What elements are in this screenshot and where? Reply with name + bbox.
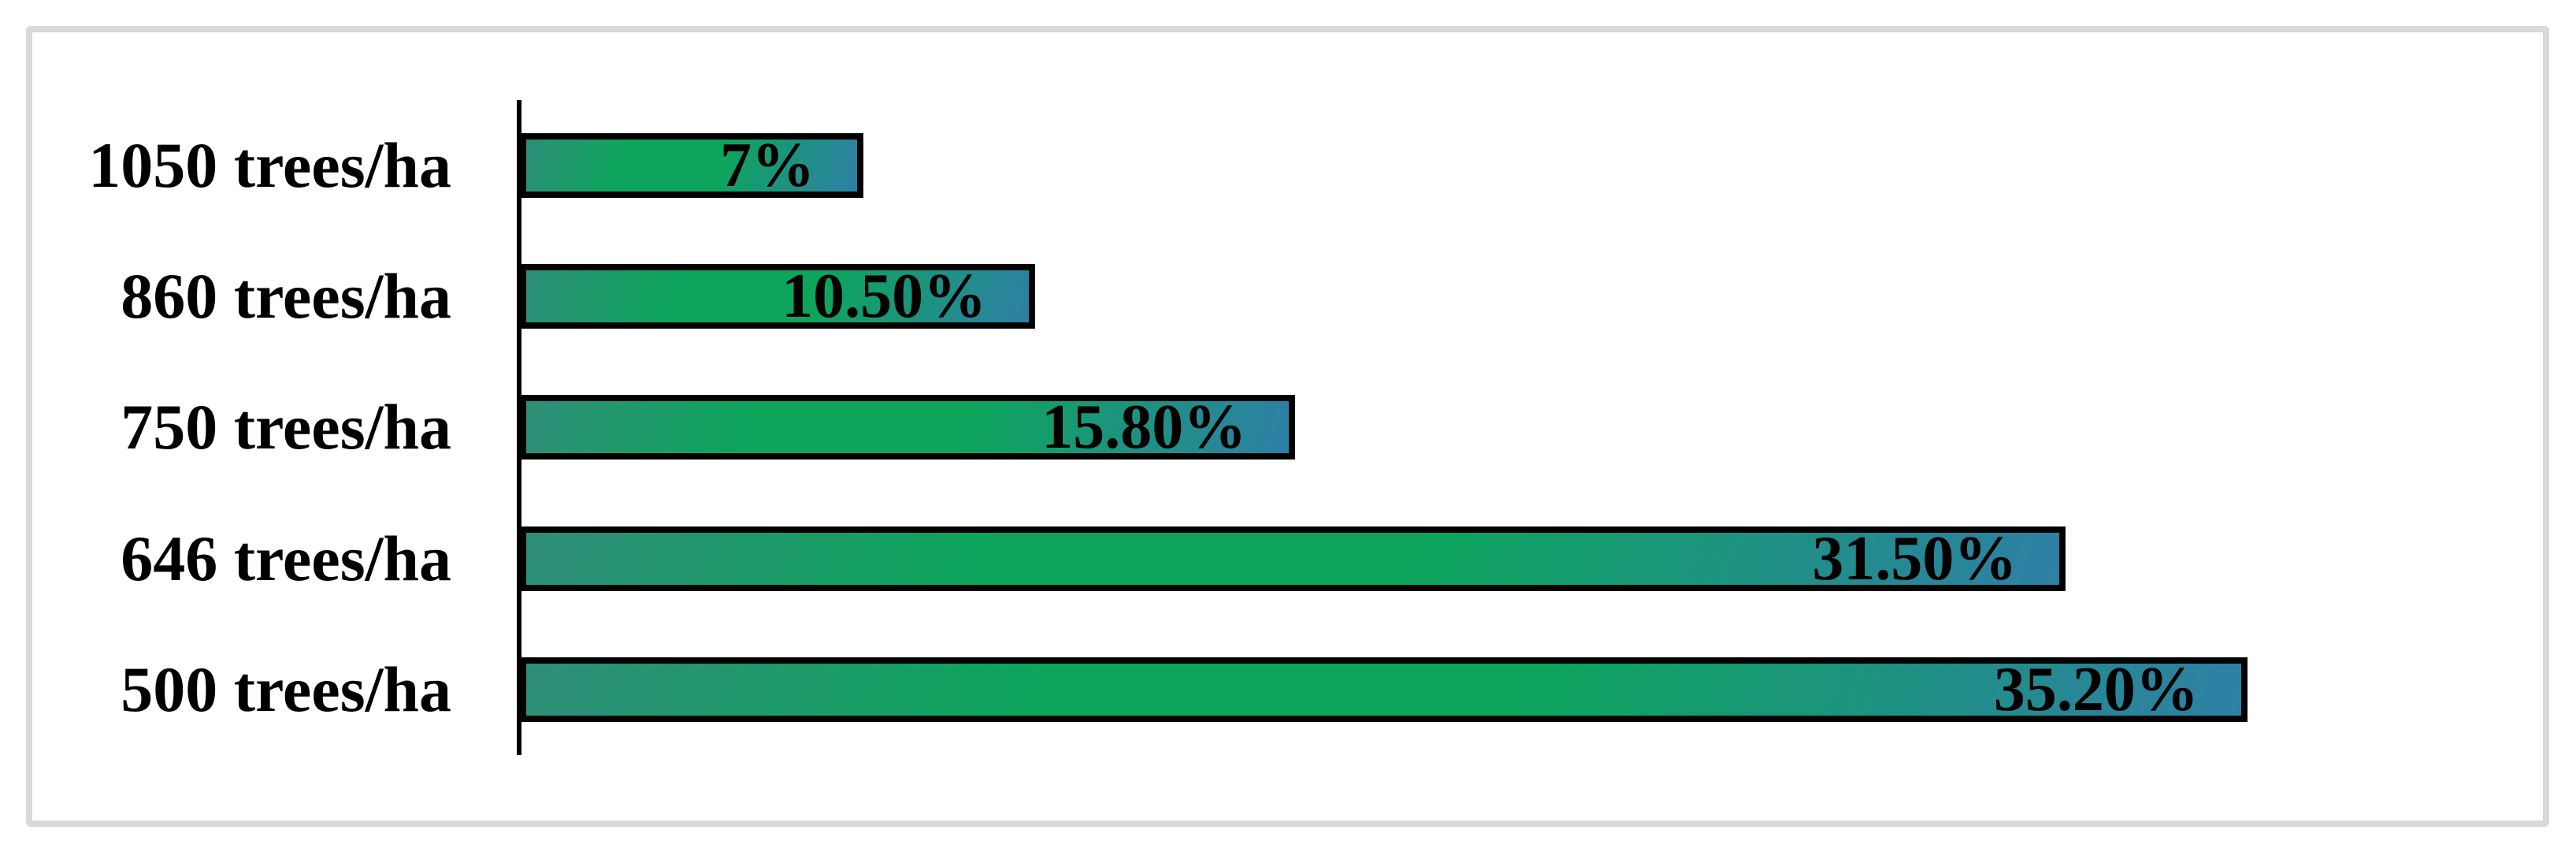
category-label: 646 trees/ha	[121, 522, 451, 594]
chart-row: 860 trees/ha 10.50%	[63, 231, 2549, 362]
data-bar: 7%	[520, 131, 864, 201]
plot-cell: 15.80%	[520, 362, 2549, 493]
bar-value-label: 7%	[720, 131, 815, 201]
bar-value-label: 10.50%	[781, 262, 987, 332]
chart-row: 1050 trees/ha 7%	[63, 100, 2549, 231]
chart-row: 646 trees/ha 31.50%	[63, 493, 2549, 624]
plot-cell: 35.20%	[520, 624, 2549, 755]
bar-value-label: 31.50%	[1812, 523, 2017, 593]
data-bar: 10.50%	[520, 262, 1036, 332]
chart-rows: 1050 trees/ha 7% 860 trees/ha 10.50% 750 tre…	[63, 100, 2549, 755]
bar-value-label: 15.80%	[1041, 393, 1247, 463]
data-bar: 31.50%	[520, 526, 2066, 591]
category-label: 750 trees/ha	[121, 391, 451, 463]
plot-cell: 31.50%	[520, 493, 2549, 624]
chart-row: 750 trees/ha 15.80%	[63, 362, 2549, 493]
category-label: 860 trees/ha	[121, 260, 451, 333]
chart-row: 500 trees/ha 35.20%	[63, 624, 2549, 755]
data-bar: 35.20%	[520, 657, 2248, 722]
plot-cell: 10.50%	[520, 231, 2549, 362]
category-label: 500 trees/ha	[121, 653, 451, 725]
bar-value-label: 35.20%	[1993, 654, 2199, 724]
category-axis-line	[517, 100, 522, 755]
category-label: 1050 trees/ha	[88, 129, 451, 202]
data-bar: 15.80%	[520, 393, 1296, 463]
plot-cell: 7%	[520, 100, 2549, 231]
